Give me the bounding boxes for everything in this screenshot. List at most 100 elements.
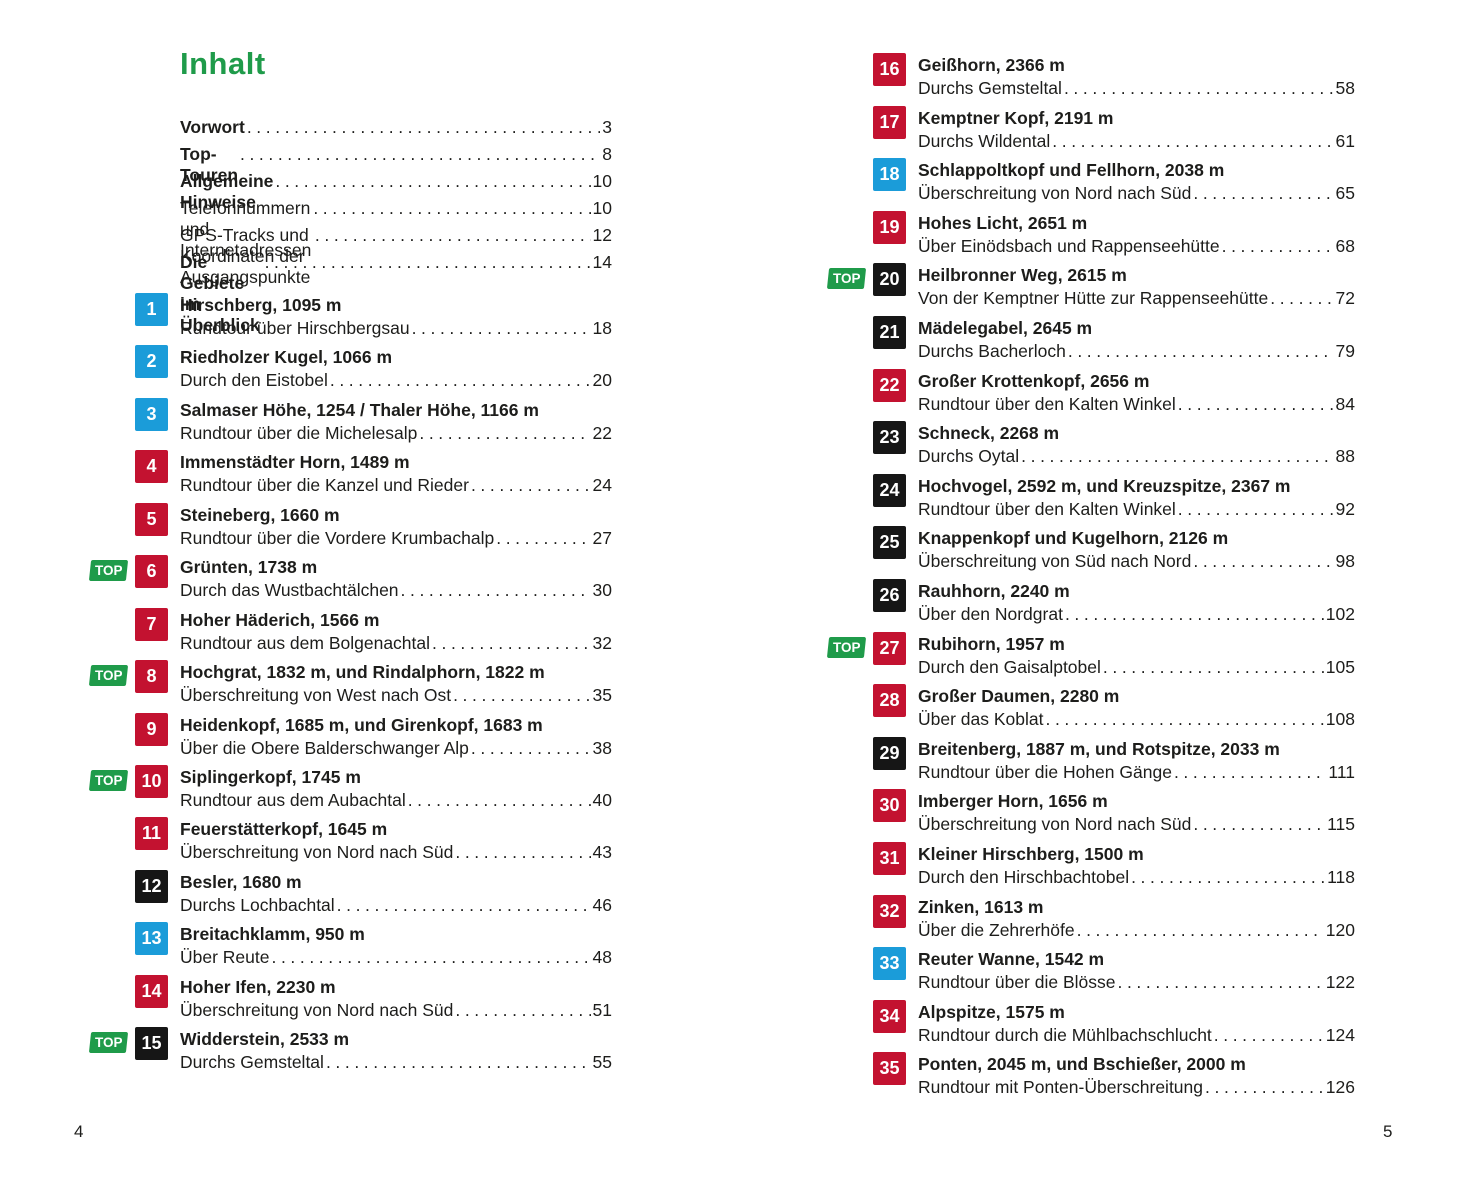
tour-number-badge: 33 [873, 947, 906, 981]
dot-leader [1046, 708, 1324, 731]
tour-title: Mädelegabel, 2645 m [918, 317, 1093, 338]
tour-list-right: TOP 16 Geißhorn, 2366 m Durchs Gemstelta… [826, 53, 1355, 1105]
tour-page-ref: 92 [1335, 498, 1355, 519]
tour-title: Hochgrat, 1832 m, und Rindalphorn, 1822 … [180, 662, 545, 683]
tour-subtitle-line: Durchs Gemsteltal 58 [918, 77, 1355, 100]
tour-subtitle: Über die Obere Balderschwanger Alp [180, 737, 469, 758]
tour-subtitle: Überschreitung von Nord nach Süd [180, 842, 454, 863]
tour-text: Heilbronner Weg, 2615 m Von der Kemptner… [918, 263, 1355, 310]
tour-subtitle: Durch den Hirschbachtobel [918, 866, 1130, 887]
tour-text: Schneck, 2268 m Durchs Oytal 88 [918, 421, 1355, 468]
tour-page-ref: 35 [592, 685, 612, 706]
top-badge: TOP [826, 636, 867, 658]
tour-subtitle-line: Rundtour über die Michelesalp 22 [180, 422, 612, 445]
tour-title: Zinken, 1613 m [918, 896, 1044, 917]
tour-number-badge: 23 [873, 421, 906, 455]
tour-text: Hochvogel, 2592 m, und Kreuzspitze, 2367… [918, 474, 1355, 521]
top-badge-zone: TOP [90, 293, 135, 319]
tour-number-badge: 28 [873, 684, 906, 718]
toc-tour-row: TOP 31 Kleiner Hirschberg, 1500 m Durch … [828, 841, 1355, 895]
tour-subtitle: Überschreitung von Nord nach Süd [180, 999, 454, 1020]
page-number-right: 5 [1383, 1122, 1393, 1141]
top-badge-zone: TOP [828, 947, 873, 973]
tour-page-ref: 40 [592, 789, 612, 810]
toc-tour-row: TOP 9 Heidenkopf, 1685 m, und Girenkopf,… [90, 712, 612, 765]
tour-subtitle: Durch den Gaisalptobel [918, 656, 1101, 677]
tour-text: Rauhhorn, 2240 m Über den Nordgrat 102 [918, 579, 1355, 626]
dot-leader [326, 1051, 591, 1074]
top-badge-zone: TOP [90, 503, 135, 529]
top-badge-zone: TOP [90, 608, 135, 634]
toc-tour-row: TOP 7 Hoher Häderich, 1566 m Rundtour au… [90, 607, 612, 660]
toc-tour-row: TOP 15 Widderstein, 2533 m Durchs Gemste… [88, 1027, 612, 1079]
tour-number-badge: 27 [873, 631, 906, 665]
toc-tour-row: TOP 23 Schneck, 2268 m Durchs Oytal 88 [828, 421, 1355, 474]
dot-leader [432, 632, 591, 655]
tour-subtitle: Überschreitung von Nord nach Süd [918, 814, 1192, 835]
dot-leader [1222, 235, 1334, 258]
toc-tour-row: TOP 4 Immenstädter Horn, 1489 m Rundtour… [90, 450, 612, 502]
tour-subtitle-line: Von der Kemptner Hütte zur Rappenseehütt… [918, 287, 1355, 310]
top-badge-zone: TOP [828, 895, 873, 921]
tour-number-badge: 8 [135, 660, 168, 694]
tour-subtitle: Rundtour über die Michelesalp [180, 422, 418, 443]
toc-tour-row: TOP 13 Breitachklamm, 950 m Über Reute 4… [90, 922, 612, 974]
dot-leader [1131, 866, 1325, 889]
tour-subtitle-line: Durchs Lochbachtal 46 [180, 894, 612, 917]
tour-title: Schlappoltkopf und Fellhorn, 2038 m [918, 160, 1225, 181]
tour-text: Alpspitze, 1575 m Rundtour durch die Müh… [918, 1000, 1355, 1047]
toc-tour-row: TOP 10 Siplingerkopf, 1745 m Rundtour au… [88, 764, 612, 817]
tour-page-ref: 30 [592, 580, 612, 601]
tour-title: Schneck, 2268 m [918, 423, 1060, 444]
top-badge-zone: TOP [90, 922, 135, 948]
top-badge-zone: TOP [828, 579, 873, 605]
top-badge-label: TOP [94, 1035, 123, 1051]
dot-leader [471, 474, 591, 497]
tour-page-ref: 68 [1335, 235, 1355, 256]
dot-leader [496, 527, 590, 550]
dot-leader [313, 198, 590, 219]
tour-number-badge: 15 [135, 1027, 168, 1061]
tour-subtitle-line: Überschreitung von Nord nach Süd 51 [180, 999, 612, 1022]
tour-title: Rauhhorn, 2240 m [918, 580, 1070, 601]
tour-number-badge: 10 [135, 764, 168, 798]
tour-subtitle: Durch den Eistobel [180, 370, 328, 391]
tour-title: Ponten, 2045 m, und Bschießer, 2000 m [918, 1054, 1246, 1075]
tour-text: Imberger Horn, 1656 m Überschreitung von… [918, 789, 1355, 836]
tour-number-badge: 2 [135, 345, 168, 379]
top-badge: TOP [88, 665, 129, 687]
dot-leader [1021, 445, 1333, 468]
toc-tour-row: TOP 8 Hochgrat, 1832 m, und Rindalphorn,… [88, 660, 612, 712]
toc-intro-row: Die Gebiete im Überblick 14 [180, 252, 612, 335]
intro-list: Vorwort 3 Top-Touren 8 Allgemeine Hinwei… [180, 117, 612, 335]
toc-tour-row: TOP 27 Rubihorn, 1957 m Durch den Gaisal… [826, 631, 1355, 685]
tour-text: Hohes Licht, 2651 m Über Einödsbach und … [918, 211, 1355, 258]
tour-title: Kemptner Kopf, 2191 m [918, 107, 1114, 128]
tour-number-badge: 9 [135, 712, 168, 746]
tour-subtitle: Durchs Oytal [918, 446, 1020, 467]
tour-subtitle: Überschreitung von West nach Ost [180, 685, 452, 706]
tour-text: Widderstein, 2533 m Durchs Gemsteltal 55 [180, 1027, 612, 1074]
tour-text: Großer Daumen, 2280 m Über das Koblat 10… [918, 684, 1355, 731]
dot-leader [455, 841, 590, 864]
toc-tour-row: TOP 20 Heilbronner Weg, 2615 m Von der K… [826, 263, 1355, 316]
tour-text: Mädelegabel, 2645 m Durchs Bacherloch 79 [918, 316, 1355, 363]
tour-page-ref: 102 [1325, 603, 1355, 624]
top-badge-zone: TOP [828, 106, 873, 132]
dot-leader [1214, 1024, 1324, 1047]
tour-subtitle-line: Überschreitung von Nord nach Süd 43 [180, 841, 612, 864]
tour-number-badge: 11 [135, 817, 168, 851]
tour-subtitle-line: Rundtour aus dem Bolgenachtal 32 [180, 632, 612, 655]
top-badge-zone: TOP [90, 975, 135, 1001]
toc-intro-row: GPS-Tracks und Koordinaten der Ausgangsp… [180, 225, 612, 287]
tour-text: Breitachklamm, 950 m Über Reute 48 [180, 922, 612, 969]
top-badge-zone: TOP [828, 53, 873, 79]
tour-subtitle-line: Überschreitung von Nord nach Süd 115 [918, 813, 1355, 836]
dot-leader [265, 252, 591, 273]
toc-tour-row: TOP 30 Imberger Horn, 1656 m Überschreit… [828, 789, 1355, 842]
top-badge-label: TOP [94, 563, 123, 579]
tour-subtitle: Rundtour durch die Mühlbachschlucht [918, 1024, 1212, 1045]
tour-subtitle-line: Durchs Gemsteltal 55 [180, 1051, 612, 1074]
tour-subtitle: Über Einödsbach und Rappenseehütte [918, 235, 1220, 256]
toc-intro-label: Die Gebiete im Überblick [180, 252, 260, 336]
